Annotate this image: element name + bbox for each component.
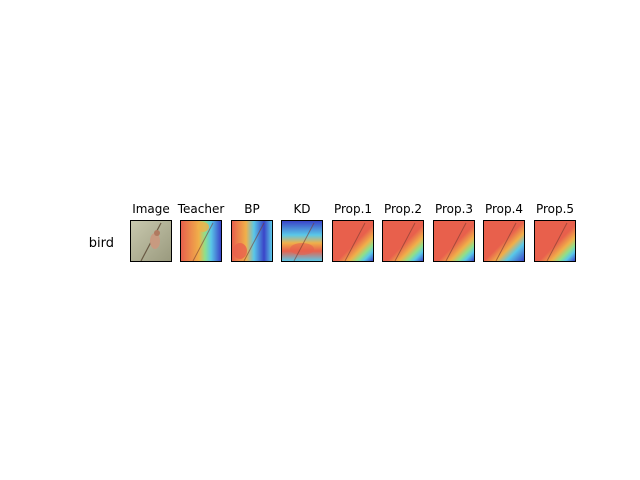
panel-bp [231, 220, 273, 262]
panel-prop2 [382, 220, 424, 262]
column-title-teacher: Teacher [177, 202, 225, 216]
panel-prop5 [534, 220, 576, 262]
column-title-prop4: Prop.4 [484, 202, 524, 216]
panel-prop1 [332, 220, 374, 262]
column-title-kd: KD [293, 202, 311, 216]
column-title-prop5: Prop.5 [535, 202, 575, 216]
column-title-prop3: Prop.3 [434, 202, 474, 216]
column-title-bp: BP [244, 202, 260, 216]
panel-kd [281, 220, 323, 262]
row-label: bird [88, 236, 114, 251]
panel-prop3 [433, 220, 475, 262]
panel-teacher [180, 220, 222, 262]
column-title-prop1: Prop.1 [333, 202, 373, 216]
column-title-image: Image [132, 202, 170, 216]
panel-image [130, 220, 172, 262]
panel-prop4 [483, 220, 525, 262]
column-title-prop2: Prop.2 [383, 202, 423, 216]
